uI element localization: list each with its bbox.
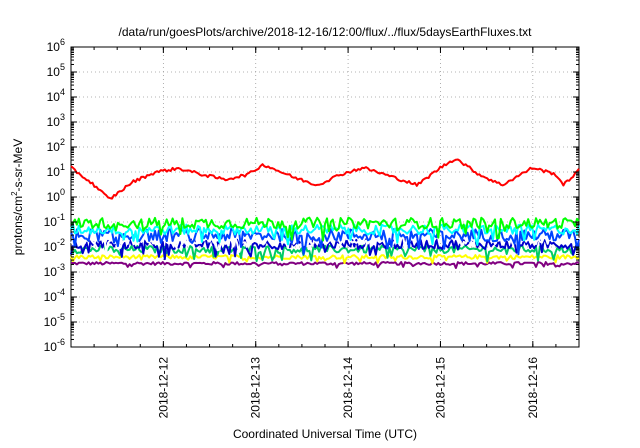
series-line (70, 216, 580, 242)
x-tick-label: 2018-12-14 (341, 357, 355, 419)
x-tick-label: 2018-12-16 (526, 357, 540, 419)
y-tick-label: 10-6 (44, 337, 65, 354)
y-tick-label: 10-2 (44, 237, 65, 254)
y-tick-label: 105 (47, 62, 65, 79)
y-tick-label: 10-1 (44, 212, 65, 229)
data-series (70, 158, 580, 269)
series-line (71, 261, 580, 269)
y-tick-label: 102 (47, 137, 65, 154)
y-tick-label: 103 (47, 112, 65, 129)
x-tick-label: 2018-12-12 (156, 357, 170, 419)
y-tick-label: 10-3 (44, 262, 65, 279)
y-tick-label: 10-5 (44, 312, 65, 329)
y-tick-label: 101 (47, 162, 65, 179)
y-tick-label: 100 (47, 187, 65, 204)
y-axis: 10-6 10-5 10-4 10-3 10-2 10-1 100 101 102 103 104 1… (44, 37, 579, 354)
series-line (70, 158, 580, 200)
gridlines (71, 47, 579, 347)
x-tick-label: 2018-12-13 (249, 357, 263, 419)
y-tick-label: 106 (47, 37, 65, 54)
series-line (70, 227, 580, 256)
x-axis: 2018-12-12 2018-12-13 2018-12-14 2018-12-15… (70, 47, 580, 419)
chart-title: /data/run/goesPlots/archive/2018-12-16/1… (119, 25, 533, 39)
y-tick-label: 10-4 (44, 287, 65, 304)
x-axis-label: Coordinated Universal Time (UTC) (233, 427, 417, 441)
series-line (70, 244, 580, 263)
y-tick-label: 104 (47, 87, 65, 104)
x-tick-label: 2018-12-15 (433, 357, 447, 419)
series-line (70, 254, 580, 265)
y-axis-label: protons/cm2-s-sr-MeV (10, 139, 25, 255)
